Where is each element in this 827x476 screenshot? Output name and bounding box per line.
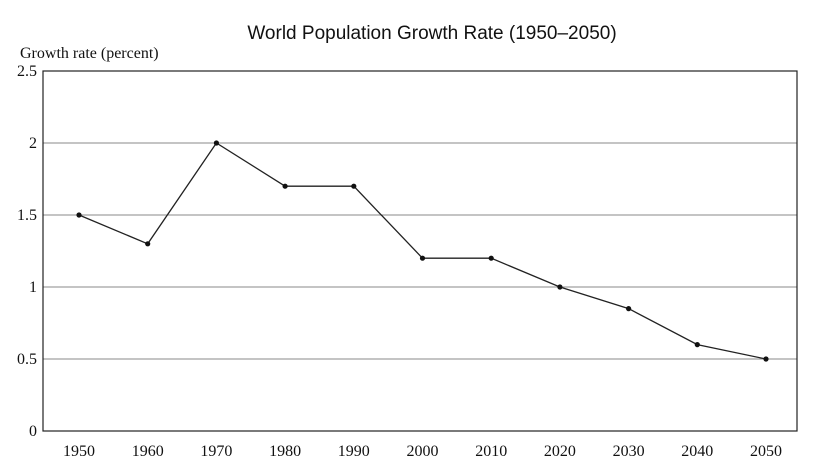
y-tick-labels: 0 0.5 1 1.5 2 2.5 [17,63,37,440]
x-tick-label: 2050 [750,443,782,460]
data-point [145,241,151,247]
data-point [626,306,632,312]
data-point [694,342,700,348]
x-tick-label: 1990 [338,443,370,460]
plot-frame [42,70,798,432]
y-tick-label: 2.5 [17,63,37,80]
data-point [488,255,494,261]
x-tick-label: 2000 [407,443,439,460]
y-axis-label: Growth rate (percent) [20,45,159,62]
data-point [763,356,769,362]
x-tick-label: 2010 [475,443,507,460]
data-point [419,255,426,261]
x-tick-label: 2030 [613,443,645,460]
data-point [213,140,219,146]
data-point [557,284,563,290]
gridlines [43,142,797,360]
data-point [351,183,357,189]
series-line [78,142,767,360]
series-group [76,140,769,362]
chart-title: World Population Growth Rate (1950–2050) [247,23,616,44]
y-tick-label: 1 [29,279,37,296]
x-tick-label: 2020 [544,443,576,460]
x-tick-labels: 1950 1960 1970 1980 1990 2000 2010 2020 2030 2040… [63,443,782,460]
x-tick-label: 2040 [681,443,713,460]
y-tick-label: 2 [29,135,37,152]
y-tick-label: 1.5 [17,207,37,224]
x-tick-label: 1960 [132,443,164,460]
x-tick-label: 1970 [200,443,232,460]
data-point [76,212,82,218]
y-tick-label: 0 [29,423,37,440]
x-tick-label: 1980 [269,443,301,460]
x-tick-label: 1950 [63,443,95,460]
data-point [282,183,288,189]
y-tick-label: 0.5 [17,351,37,368]
